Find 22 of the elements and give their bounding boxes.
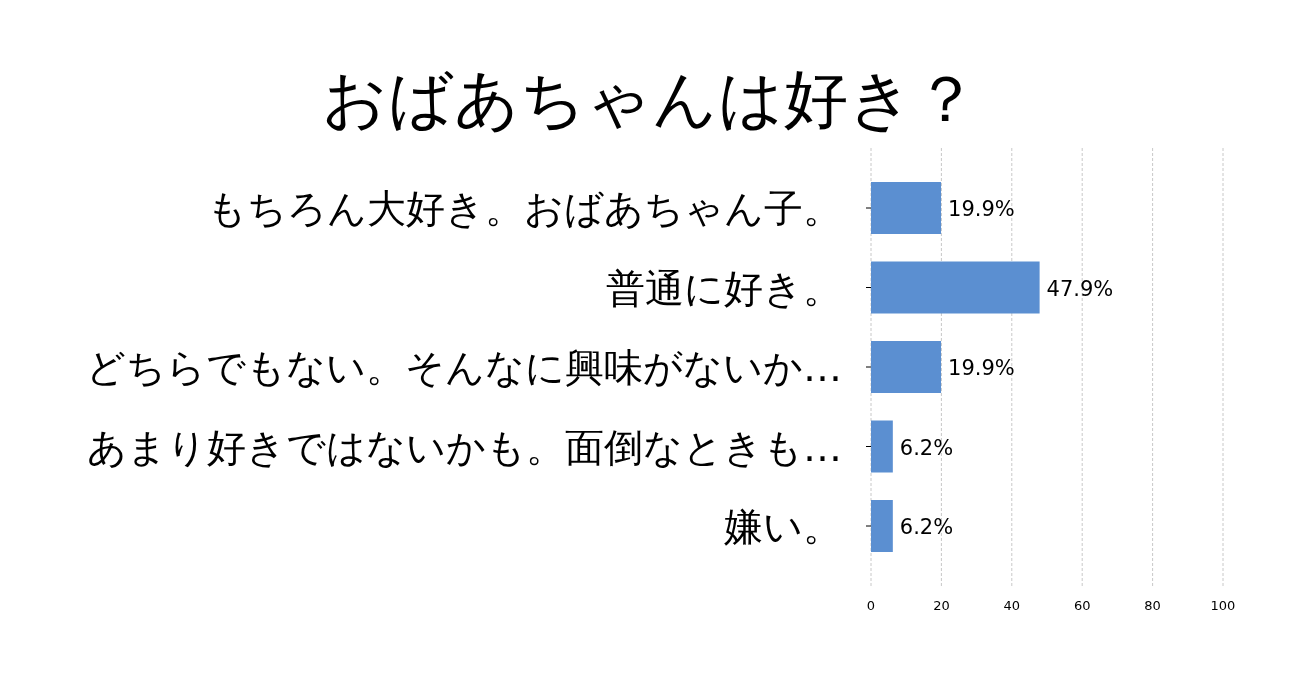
- data-label: 19.9%: [948, 197, 1015, 221]
- data-label: 6.2%: [899, 515, 954, 539]
- y-tick-label: あまり好きではないかも。面倒なときも…: [87, 424, 842, 470]
- chart-title: おばあちゃんは好き？: [322, 62, 978, 136]
- y-tick-label: 普通に好き。: [606, 265, 842, 311]
- bar: [871, 500, 893, 552]
- bar: [871, 341, 942, 393]
- bar: [871, 420, 893, 473]
- x-tick-label: 40: [1003, 598, 1021, 613]
- x-tick-label: 80: [1144, 598, 1161, 613]
- y-tick-label: 嫌い。: [724, 504, 842, 549]
- x-tick-label: 60: [1073, 598, 1091, 613]
- data-label: 19.9%: [948, 356, 1015, 380]
- data-label: 6.2%: [899, 435, 954, 460]
- y-tick-label: どちらでもない。そんなに興味がないか…: [86, 345, 842, 390]
- bar: [871, 261, 1040, 314]
- x-tick-label: 20: [933, 598, 950, 613]
- data-label: 47.9%: [1046, 276, 1114, 301]
- bar: [871, 182, 942, 234]
- y-tick-label: もちろん大好き。おばあちゃん子。: [207, 186, 842, 231]
- x-tick-label: 100: [1210, 598, 1236, 613]
- x-tick-label: 0: [866, 598, 876, 613]
